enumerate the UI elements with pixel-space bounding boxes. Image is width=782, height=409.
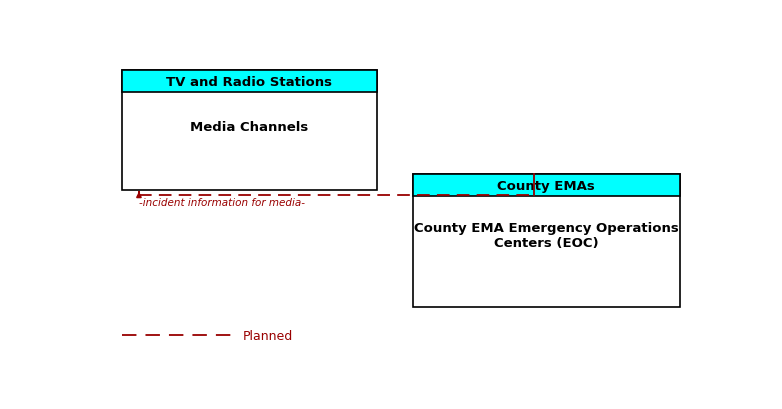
Bar xyxy=(122,71,377,93)
Bar xyxy=(413,175,680,307)
Bar xyxy=(122,71,377,191)
Text: Media Channels: Media Channels xyxy=(190,121,308,133)
Text: -incident information for media-: -incident information for media- xyxy=(139,198,305,208)
Text: Planned: Planned xyxy=(243,329,293,342)
Text: County EMAs: County EMAs xyxy=(497,179,595,192)
Bar xyxy=(413,175,680,196)
Text: County EMA Emergency Operations
Centers (EOC): County EMA Emergency Operations Centers … xyxy=(414,221,679,249)
Text: TV and Radio Stations: TV and Radio Stations xyxy=(167,75,332,88)
